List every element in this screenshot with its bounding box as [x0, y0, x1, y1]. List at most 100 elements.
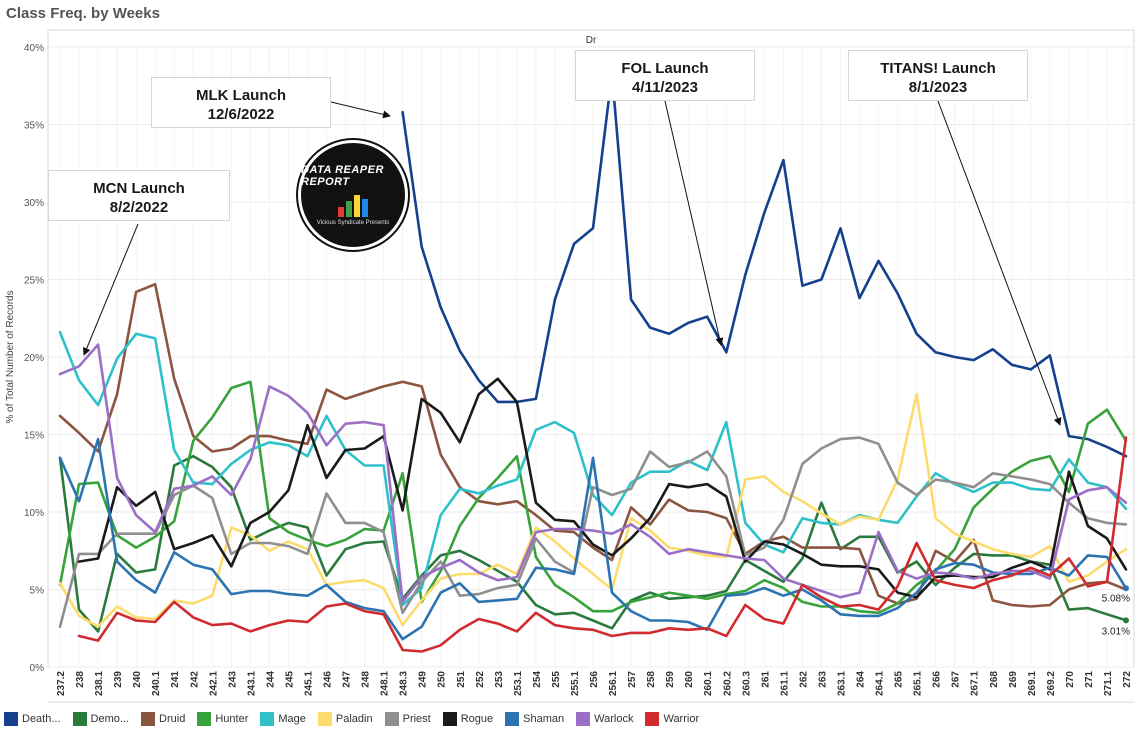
demon-hunter-end-marker [1123, 617, 1129, 624]
annotation-date: 4/11/2023 [632, 79, 698, 96]
x-tick-label: 263.1 [836, 671, 847, 696]
x-tick-label: 237.2 [56, 671, 67, 696]
legend-swatch [4, 712, 18, 726]
arrow-mlk [330, 101, 391, 119]
legend-swatch [505, 712, 520, 726]
x-tick-label: 256.1 [608, 671, 619, 696]
x-tick-label: 267 [951, 671, 962, 688]
x-tick-label: 253 [494, 671, 505, 688]
logo-subtext: Vicious Syndicate Presents [316, 220, 390, 226]
annotation-title: FOL Launch [621, 60, 709, 77]
legend-item[interactable]: Hunter [197, 712, 248, 726]
legend-item[interactable]: Rogue [442, 712, 493, 726]
x-tick-label: 244 [265, 671, 276, 688]
demon-hunter-end-label: 3.01% [1102, 626, 1130, 637]
annotation-title: MLK Launch [196, 87, 286, 104]
legend-item[interactable]: Demo... [72, 712, 130, 726]
y-tick-label: 35% [24, 121, 44, 132]
logo-text: DATA REAPER REPORT [301, 164, 384, 188]
x-tick-label: 257 [627, 671, 638, 688]
legend-item[interactable]: Death... [4, 712, 61, 726]
legend-item[interactable]: Druid [141, 712, 185, 726]
arrow-titans [937, 100, 1062, 426]
annotation-date: 8/1/2023 [908, 79, 968, 96]
arrow-mcn [82, 223, 139, 356]
legend-label: Warlock [594, 713, 634, 725]
x-tick-label: 259 [665, 671, 676, 688]
data-reaper-logo: DATA REAPER REPORT Vicious Syndicate Pre… [298, 140, 408, 250]
legend-label: Priest [402, 713, 431, 725]
legend-swatch [197, 712, 212, 726]
x-tick-label: 248.1 [380, 671, 391, 696]
x-tick-label: 243 [227, 671, 238, 688]
legend-swatch [442, 712, 457, 726]
y-tick-label: 0% [30, 663, 45, 674]
page-title: Class Freq. by Weeks [6, 5, 160, 22]
legend-swatch [645, 712, 660, 726]
x-tick-label: 253.1 [513, 671, 524, 696]
x-tick-label: 252 [475, 671, 486, 688]
y-tick-label: 15% [24, 431, 44, 442]
y-tick-label: 10% [24, 508, 44, 519]
x-tick-label: 255 [551, 671, 562, 688]
x-tick-label: 269.1 [1027, 671, 1038, 696]
x-tick-label: 269 [1008, 671, 1019, 688]
x-tick-label: 260 [684, 671, 695, 688]
x-tick-label: 238.1 [94, 671, 105, 696]
legend-swatch [72, 712, 87, 726]
x-tick-label: 264 [856, 671, 867, 688]
x-tick-label: 263 [817, 671, 828, 688]
legend-item[interactable]: Warlock [576, 712, 633, 726]
x-tick-label: 248 [361, 671, 372, 688]
arrow-fol [664, 100, 724, 346]
series-line-paladin [58, 392, 1128, 628]
x-tick-label: 266 [932, 671, 943, 688]
y-tick-label: 20% [24, 353, 44, 364]
series-line-death [401, 72, 1128, 458]
x-tick-label: 260.2 [722, 671, 733, 696]
x-tick-label: 261 [760, 671, 771, 688]
x-tick-label: 270 [1065, 671, 1076, 688]
x-tick-label: 268 [989, 671, 1000, 688]
x-tick-label: 267.1 [970, 671, 981, 696]
x-tick-label: 243.1 [246, 671, 257, 696]
x-tick-label: 261.1 [779, 671, 790, 696]
header-label: Dr [586, 35, 597, 46]
legend-item[interactable]: Warrior [645, 712, 699, 726]
legend-swatch [576, 712, 591, 726]
legend-label: Demo... [90, 713, 130, 725]
x-tick-label: 240.1 [151, 671, 162, 696]
legend-swatch [384, 712, 399, 726]
x-tick-label: 242.1 [208, 671, 219, 696]
x-tick-label: 262 [798, 671, 809, 688]
y-tick-label: 25% [24, 276, 44, 287]
annotation-mlk: MLK Launch 12/6/2022 [151, 77, 331, 128]
annotation-fol: FOL Launch 4/11/2023 [575, 50, 755, 101]
x-tick-label: 264.1 [875, 671, 886, 696]
x-tick-label: 256 [589, 671, 600, 688]
x-tick-label: 239 [113, 671, 124, 688]
x-tick-label: 269.2 [1046, 671, 1057, 696]
x-tick-label: 254 [532, 671, 543, 688]
legend-item[interactable]: Paladin [317, 712, 373, 726]
annotation-date: 8/2/2022 [109, 199, 169, 216]
series-line-shaman [58, 437, 1128, 641]
legend-item[interactable]: Shaman [505, 712, 564, 726]
x-tick-label: 238 [75, 671, 86, 688]
legend-swatch [141, 712, 156, 726]
legend-label: Death... [22, 713, 61, 725]
annotation-mcn: MCN Launch 8/2/2022 [48, 170, 230, 221]
x-tick-label: 258 [646, 671, 657, 688]
legend-item[interactable]: Priest [384, 712, 431, 726]
x-tick-label: 245 [284, 671, 295, 688]
x-tick-label: 272 [1122, 671, 1133, 688]
annotation-date: 12/6/2022 [207, 106, 275, 123]
x-tick-label: 248.3 [399, 671, 410, 696]
y-tick-label: 40% [24, 43, 44, 54]
x-tick-label: 265 [894, 671, 905, 688]
legend-label: Shaman [523, 713, 565, 725]
x-tick-label: 246 [323, 671, 334, 688]
legend-item[interactable]: Mage [260, 712, 306, 726]
x-tick-label: 247 [342, 671, 353, 688]
